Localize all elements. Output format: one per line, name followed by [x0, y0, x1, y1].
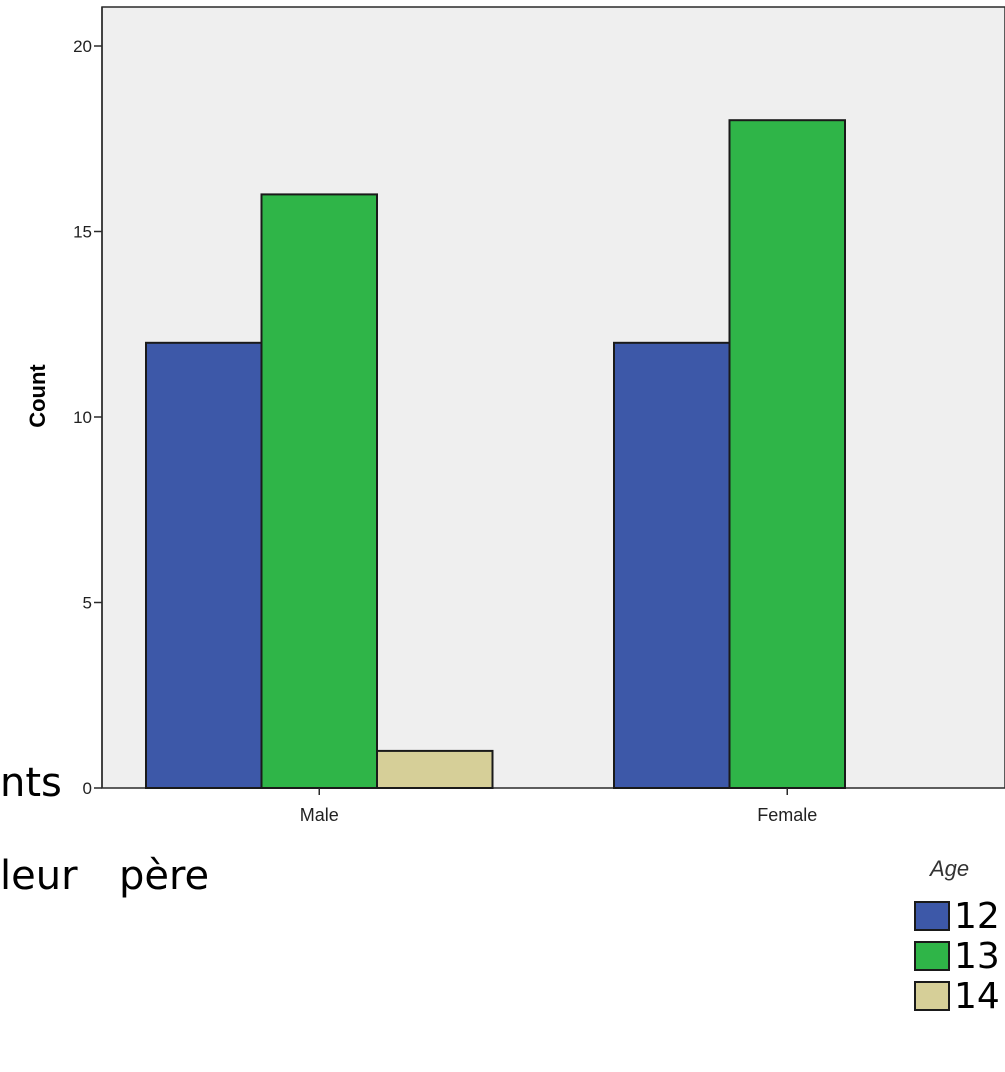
- y-tick-label: 20: [73, 37, 92, 56]
- y-tick-label: 5: [83, 594, 92, 613]
- x-axis: Male Female: [300, 788, 817, 825]
- x-tick-label: Male: [300, 805, 339, 825]
- legend-label: 12: [954, 895, 1000, 937]
- legend-item: 13: [906, 935, 1005, 977]
- y-tick-label: 15: [73, 223, 92, 242]
- background-text-fragment: leur père: [0, 853, 210, 899]
- legend-swatch: [914, 901, 950, 931]
- bars-group: [145, 119, 846, 790]
- legend-label: 13: [954, 935, 1000, 977]
- legend-item: 12: [906, 895, 1005, 937]
- y-axis-label: Count: [25, 364, 50, 428]
- legend-item: 14: [906, 975, 1005, 1017]
- bar-male-13: [260, 193, 378, 789]
- x-tick-label: Female: [757, 805, 817, 825]
- bar-male-12: [145, 341, 263, 789]
- legend-title: Age: [930, 856, 970, 881]
- bar-male-14: [376, 749, 494, 790]
- legend-swatch: [914, 981, 950, 1011]
- bar-female-12: [613, 341, 731, 789]
- legend-swatch: [914, 941, 950, 971]
- y-tick-label: 0: [83, 779, 92, 798]
- bar-female-13: [728, 119, 846, 789]
- legend: Age 12 13 14: [906, 856, 1005, 1017]
- background-text-fragment: nts: [0, 760, 62, 806]
- y-axis: 0 5 10 15 20: [73, 7, 103, 798]
- legend-label: 14: [954, 975, 1000, 1017]
- y-tick-label: 10: [73, 408, 92, 427]
